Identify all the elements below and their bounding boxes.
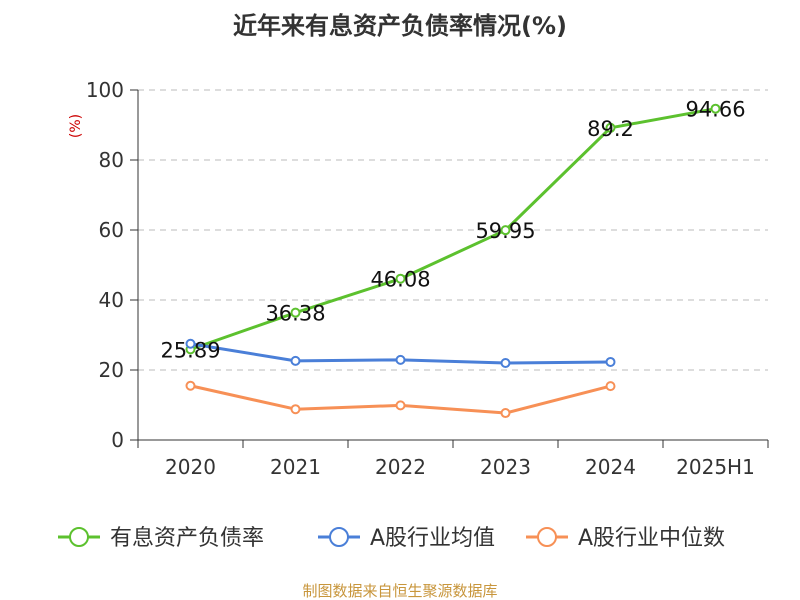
data-label: 36.38 bbox=[265, 302, 325, 326]
legend: 有息资产负债率 A股行业均值 A股行业中位数 bbox=[58, 526, 725, 551]
legend-swatch-marker bbox=[537, 527, 557, 547]
data-point bbox=[605, 356, 616, 367]
legend-swatch-marker bbox=[69, 527, 89, 547]
data-point bbox=[605, 122, 616, 133]
legend-label: 有息资产负债率 bbox=[110, 526, 264, 551]
source-note: 制图数据来自恒生聚源数据库 bbox=[302, 582, 497, 600]
grid-layer bbox=[138, 89, 768, 371]
data-point bbox=[500, 225, 511, 236]
legend-item-2[interactable]: A股行业中位数 bbox=[526, 526, 725, 551]
data-point bbox=[605, 381, 616, 392]
data-point bbox=[290, 404, 301, 415]
legend-item-0[interactable]: 有息资产负债率 bbox=[58, 526, 264, 551]
series-line-0 bbox=[190, 107, 716, 351]
data-point bbox=[500, 408, 511, 419]
legend-label: A股行业中位数 bbox=[578, 526, 725, 551]
data-point bbox=[290, 355, 301, 366]
data-label: 25.89 bbox=[160, 338, 220, 362]
data-point bbox=[395, 400, 406, 411]
legend-swatch-marker bbox=[329, 527, 349, 547]
data-label-layer: 25.89 36.38 46.08 59.95 89.2 94.66 bbox=[160, 98, 745, 363]
data-point bbox=[500, 358, 511, 368]
chart-title: 近年来有息资产负债率情况(%) bbox=[233, 12, 567, 40]
y-tick-label: 0 bbox=[111, 428, 124, 452]
series-layer bbox=[185, 103, 721, 419]
x-tick-label: 2025H1 bbox=[676, 455, 755, 479]
y-tick-label: 60 bbox=[99, 218, 124, 242]
data-point bbox=[395, 354, 406, 365]
data-label: 94.66 bbox=[685, 98, 745, 122]
legend-label: A股行业均值 bbox=[370, 526, 495, 551]
data-point bbox=[185, 380, 196, 391]
x-tick-label: 2020 bbox=[165, 455, 216, 479]
data-point bbox=[710, 103, 721, 114]
x-tick-label: 2021 bbox=[270, 455, 321, 479]
data-label: 59.95 bbox=[475, 219, 535, 243]
y-axis-label: (%) bbox=[68, 114, 84, 138]
x-tick-label: 2023 bbox=[480, 455, 531, 479]
data-point bbox=[185, 338, 196, 349]
legend-item-1[interactable]: A股行业均值 bbox=[318, 526, 495, 551]
axis-layer: 0 20 40 60 80 100 2020 2021 2022 2023 2024 2025H1 bbox=[86, 78, 769, 479]
y-tick-label: 80 bbox=[99, 148, 124, 172]
y-tick-label: 100 bbox=[86, 78, 124, 102]
x-tick-label: 2024 bbox=[585, 455, 636, 479]
data-point bbox=[290, 307, 301, 318]
y-tick-label: 40 bbox=[99, 288, 124, 312]
x-tick-label: 2022 bbox=[375, 455, 426, 479]
data-label: 46.08 bbox=[370, 268, 430, 292]
y-tick-label: 20 bbox=[99, 358, 124, 382]
data-point bbox=[395, 273, 406, 284]
data-label: 89.2 bbox=[587, 117, 634, 141]
